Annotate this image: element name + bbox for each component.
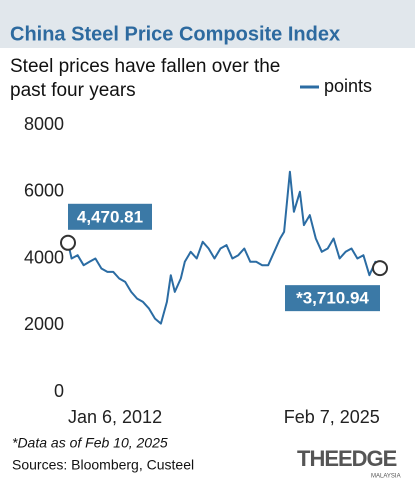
source: Sources: Bloomberg, Custeel (12, 457, 194, 473)
value-label: *3,710.94 (296, 289, 369, 308)
end-point (372, 260, 388, 277)
x-tick-label: Jan 6, 2012 (68, 407, 162, 427)
legend-label: points (324, 76, 372, 96)
y-tick-label: 2000 (24, 314, 64, 334)
label-box (68, 203, 152, 230)
end-point (60, 234, 76, 251)
title-band (0, 0, 415, 48)
subtitle-box: Steel prices have fallen over the past f… (10, 56, 281, 101)
y-tick-label: 6000 (24, 181, 64, 201)
value-label: 4,470.81 (77, 207, 143, 226)
logo-sub: MALAYSIA (371, 474, 401, 480)
y-tick-label: 4000 (24, 247, 64, 267)
y-tick-label: 8000 (24, 114, 64, 134)
logo: THEEDGE (297, 446, 397, 471)
y-tick-label: 0 (54, 381, 64, 401)
footnote: *Data as of Feb 10, 2025 (12, 435, 168, 451)
line (67, 170, 381, 325)
label-box (285, 285, 380, 312)
chart-subtitle: Steel prices have fallen over the past f… (10, 56, 281, 101)
x-tick-label: Feb 7, 2025 (284, 407, 380, 427)
chart-title: China Steel Price Composite Index (10, 23, 340, 45)
